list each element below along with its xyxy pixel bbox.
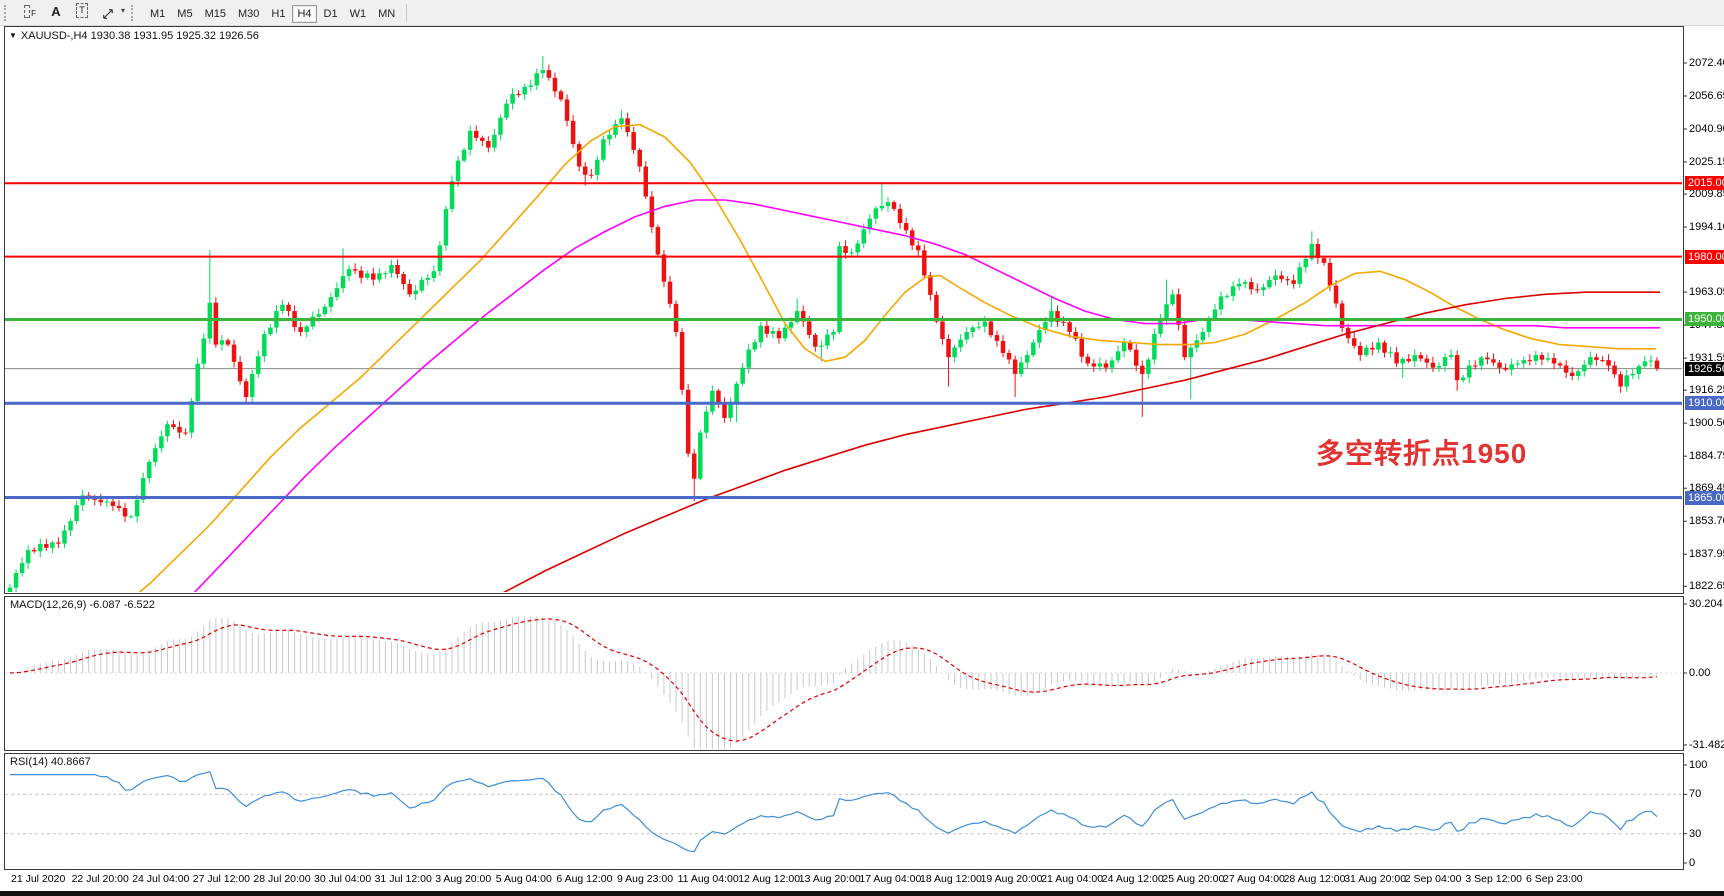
arrows-tool-caret-icon[interactable]: ▾ [121, 6, 126, 15]
toolbar-drag-handle[interactable] [4, 4, 11, 21]
date-tick-label: 24 Jul 04:00 [132, 873, 190, 885]
date-tick-label: 28 Jul 20:00 [253, 873, 311, 885]
frame-tool-letter: F [31, 9, 36, 18]
timeframe-button-M15[interactable]: M15 [204, 7, 226, 20]
price-tick-label: 1884.75 [1689, 450, 1724, 463]
price-tick-label: 1994.10 [1689, 221, 1724, 234]
current-price-tag: 1926.56 [1685, 361, 1724, 376]
price-tick-label: 1963.05 [1689, 286, 1724, 299]
date-tick-label: 18 Aug 12:00 [920, 873, 982, 885]
price-level-tag: 1980.00 [1685, 249, 1724, 264]
toolbar-separator [406, 3, 408, 22]
date-tick-label: 31 Jul 12:00 [374, 873, 432, 885]
price-tick-label: 2040.90 [1689, 122, 1724, 135]
timeframe-button-H4[interactable]: H4 [292, 4, 317, 23]
diagonal-arrows-icon [103, 9, 113, 19]
price-level-tag: 2015.00 [1685, 176, 1724, 191]
label-tool-icon: T [76, 3, 88, 18]
date-tick-label: 13 Aug 20:00 [798, 873, 861, 885]
timeframe-button-M5[interactable]: M5 [177, 7, 193, 20]
text-tool-icon: A [51, 4, 61, 19]
date-tick-label: 11 Aug 04:00 [677, 873, 739, 885]
frame-tool-button[interactable]: F [17, 2, 43, 23]
price-tick-label: 1900.50 [1689, 417, 1724, 430]
chart-collapse-icon[interactable]: ▼ [9, 31, 17, 40]
price-tick-label: 2072.40 [1689, 57, 1724, 69]
timeframe-button-M1[interactable]: M1 [150, 7, 166, 20]
macd-tick-label: 30.204 [1689, 597, 1723, 610]
timeframe-button-D1[interactable]: D1 [323, 7, 338, 20]
top-toolbar: F A T ▾ M1 M5 M15 M30 H1 H4 D1 W1 MN [0, 0, 1724, 26]
price-tick-label: 2056.65 [1689, 89, 1724, 102]
bottom-edge-bar [0, 891, 1724, 896]
main-chart-panel[interactable] [4, 26, 1684, 594]
date-tick-label: 3 Aug 20:00 [435, 873, 492, 885]
timeframe-group: M1 M5 M15 M30 H1 H4 D1 W1 MN [144, 4, 401, 23]
arrows-tool-button[interactable] [95, 2, 121, 23]
timeframes-drag-handle[interactable] [131, 4, 138, 21]
date-tick-label: 6 Sep 23:00 [1526, 873, 1583, 885]
rsi-tick-label: 30 [1689, 827, 1702, 840]
macd-panel[interactable] [4, 596, 1684, 751]
rsi-tick-label: 100 [1689, 759, 1708, 771]
timeframe-button-M30[interactable]: M30 [237, 7, 260, 20]
date-tick-label: 30 Jul 04:00 [314, 873, 372, 885]
date-tick-label: 28 Aug 12:00 [1283, 873, 1346, 885]
price-level-tag: 1910.00 [1685, 396, 1724, 411]
price-tick-label: 1853.70 [1689, 515, 1724, 528]
price-tick-label: 1931.55 [1689, 352, 1724, 365]
chart-text-annotation[interactable]: 多空转折点1950 [1316, 438, 1528, 469]
date-tick-label: 12 Aug 12:00 [738, 873, 801, 885]
text-tool-button[interactable]: A [43, 2, 69, 23]
date-tick-label: 27 Aug 04:00 [1223, 873, 1285, 885]
rsi-panel[interactable] [4, 753, 1684, 870]
rsi-tick-label: 70 [1689, 788, 1702, 801]
date-tick-label: 21 Aug 04:00 [1041, 873, 1104, 885]
rsi-tick-label: 0 [1689, 857, 1696, 869]
date-tick-label: 27 Jul 12:00 [192, 873, 251, 885]
price-level-tag: 1865.00 [1685, 490, 1724, 505]
date-tick-label: 6 Aug 12:00 [556, 873, 613, 885]
dashed-frame-icon [24, 5, 31, 18]
timeframe-button-MN[interactable]: MN [378, 7, 396, 20]
timeframe-button-H1[interactable]: H1 [271, 7, 286, 20]
date-tick-label: 19 Aug 20:00 [980, 873, 1043, 885]
date-tick-label: 31 Aug 20:00 [1344, 873, 1407, 885]
timeframe-button-W1[interactable]: W1 [349, 7, 367, 20]
macd-tick-label: 0.00 [1689, 667, 1711, 679]
date-tick-label: 21 Jul 2020 [11, 873, 66, 885]
date-tick-label: 9 Aug 23:00 [617, 873, 674, 885]
price-tick-label: 1822.65 [1689, 580, 1724, 593]
time-axis[interactable] [0, 870, 1724, 891]
chart-title-text: XAUUSD-,H4 1930.38 1931.95 1925.32 1926.… [20, 30, 259, 42]
chart-title: ▼ XAUUSD-,H4 1930.38 1931.95 1925.32 1926… [9, 30, 259, 42]
date-tick-label: 2 Sep 04:00 [1404, 873, 1462, 885]
price-level-tag: 1950.00 [1685, 312, 1724, 327]
macd-indicator-label: MACD(12,26,9) -6.087 -6.522 [10, 599, 155, 611]
date-tick-label: 22 Jul 20:00 [71, 873, 129, 885]
date-tick-label: 17 Aug 04:00 [859, 873, 922, 885]
date-tick-label: 5 Aug 04:00 [495, 873, 552, 885]
price-tick-label: 1837.95 [1689, 548, 1724, 561]
price-tick-label: 2025.15 [1689, 155, 1724, 168]
macd-tick-label: -31.482 [1689, 738, 1724, 751]
date-tick-label: 3 Sep 12:00 [1465, 873, 1523, 885]
date-tick-label: 24 Aug 12:00 [1101, 873, 1164, 885]
label-tool-button[interactable]: T [69, 2, 95, 23]
price-tick-label: 2009.85 [1689, 188, 1724, 201]
rsi-indicator-label: RSI(14) 40.8667 [10, 756, 91, 768]
price-tick-label: 1916.25 [1689, 384, 1724, 397]
date-tick-label: 25 Aug 20:00 [1162, 873, 1225, 885]
